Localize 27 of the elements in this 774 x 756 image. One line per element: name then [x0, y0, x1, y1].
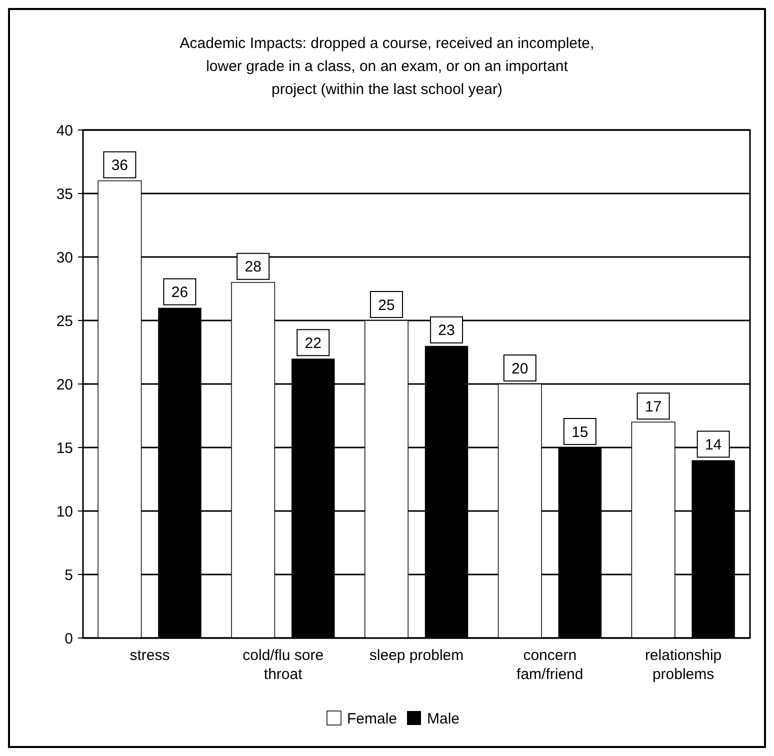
y-tick-label: 15	[56, 440, 73, 457]
y-tick-label: 20	[56, 376, 73, 394]
chart-title: Academic Impacts: dropped a course, received an incomplete, lower grade in a class, on an exam, or on an important project (within the last school year)	[180, 35, 594, 98]
data-label: 17	[644, 398, 662, 416]
data-label: 25	[378, 296, 395, 314]
x-tick-label: relationship problems	[644, 647, 722, 683]
data-label: 20	[512, 360, 528, 378]
y-tick-label: 30	[56, 249, 73, 266]
legend-label: Male	[427, 710, 460, 728]
data-label: 14	[704, 436, 722, 454]
x-tick-label: sleep problem	[369, 647, 464, 664]
x-tick-label: stress	[130, 647, 170, 664]
y-tick-label: 40	[56, 122, 73, 140]
legend-label: Female	[347, 710, 398, 728]
data-label: 26	[171, 284, 188, 302]
x-tick-label: concern fam/friend	[516, 647, 584, 683]
data-label: 36	[111, 157, 128, 174]
data-label: 28	[244, 258, 262, 276]
data-label: 22	[304, 334, 322, 352]
y-tick-label: 0	[64, 630, 73, 648]
data-label: 23	[438, 322, 455, 340]
y-tick-label: 10	[56, 503, 73, 520]
data-label: 15	[572, 424, 588, 441]
x-tick-label: cold/flu sore throat	[242, 647, 324, 683]
y-tick-label: 35	[56, 186, 73, 203]
y-tick-label: 5	[64, 566, 73, 584]
y-tick-label: 25	[56, 312, 73, 330]
